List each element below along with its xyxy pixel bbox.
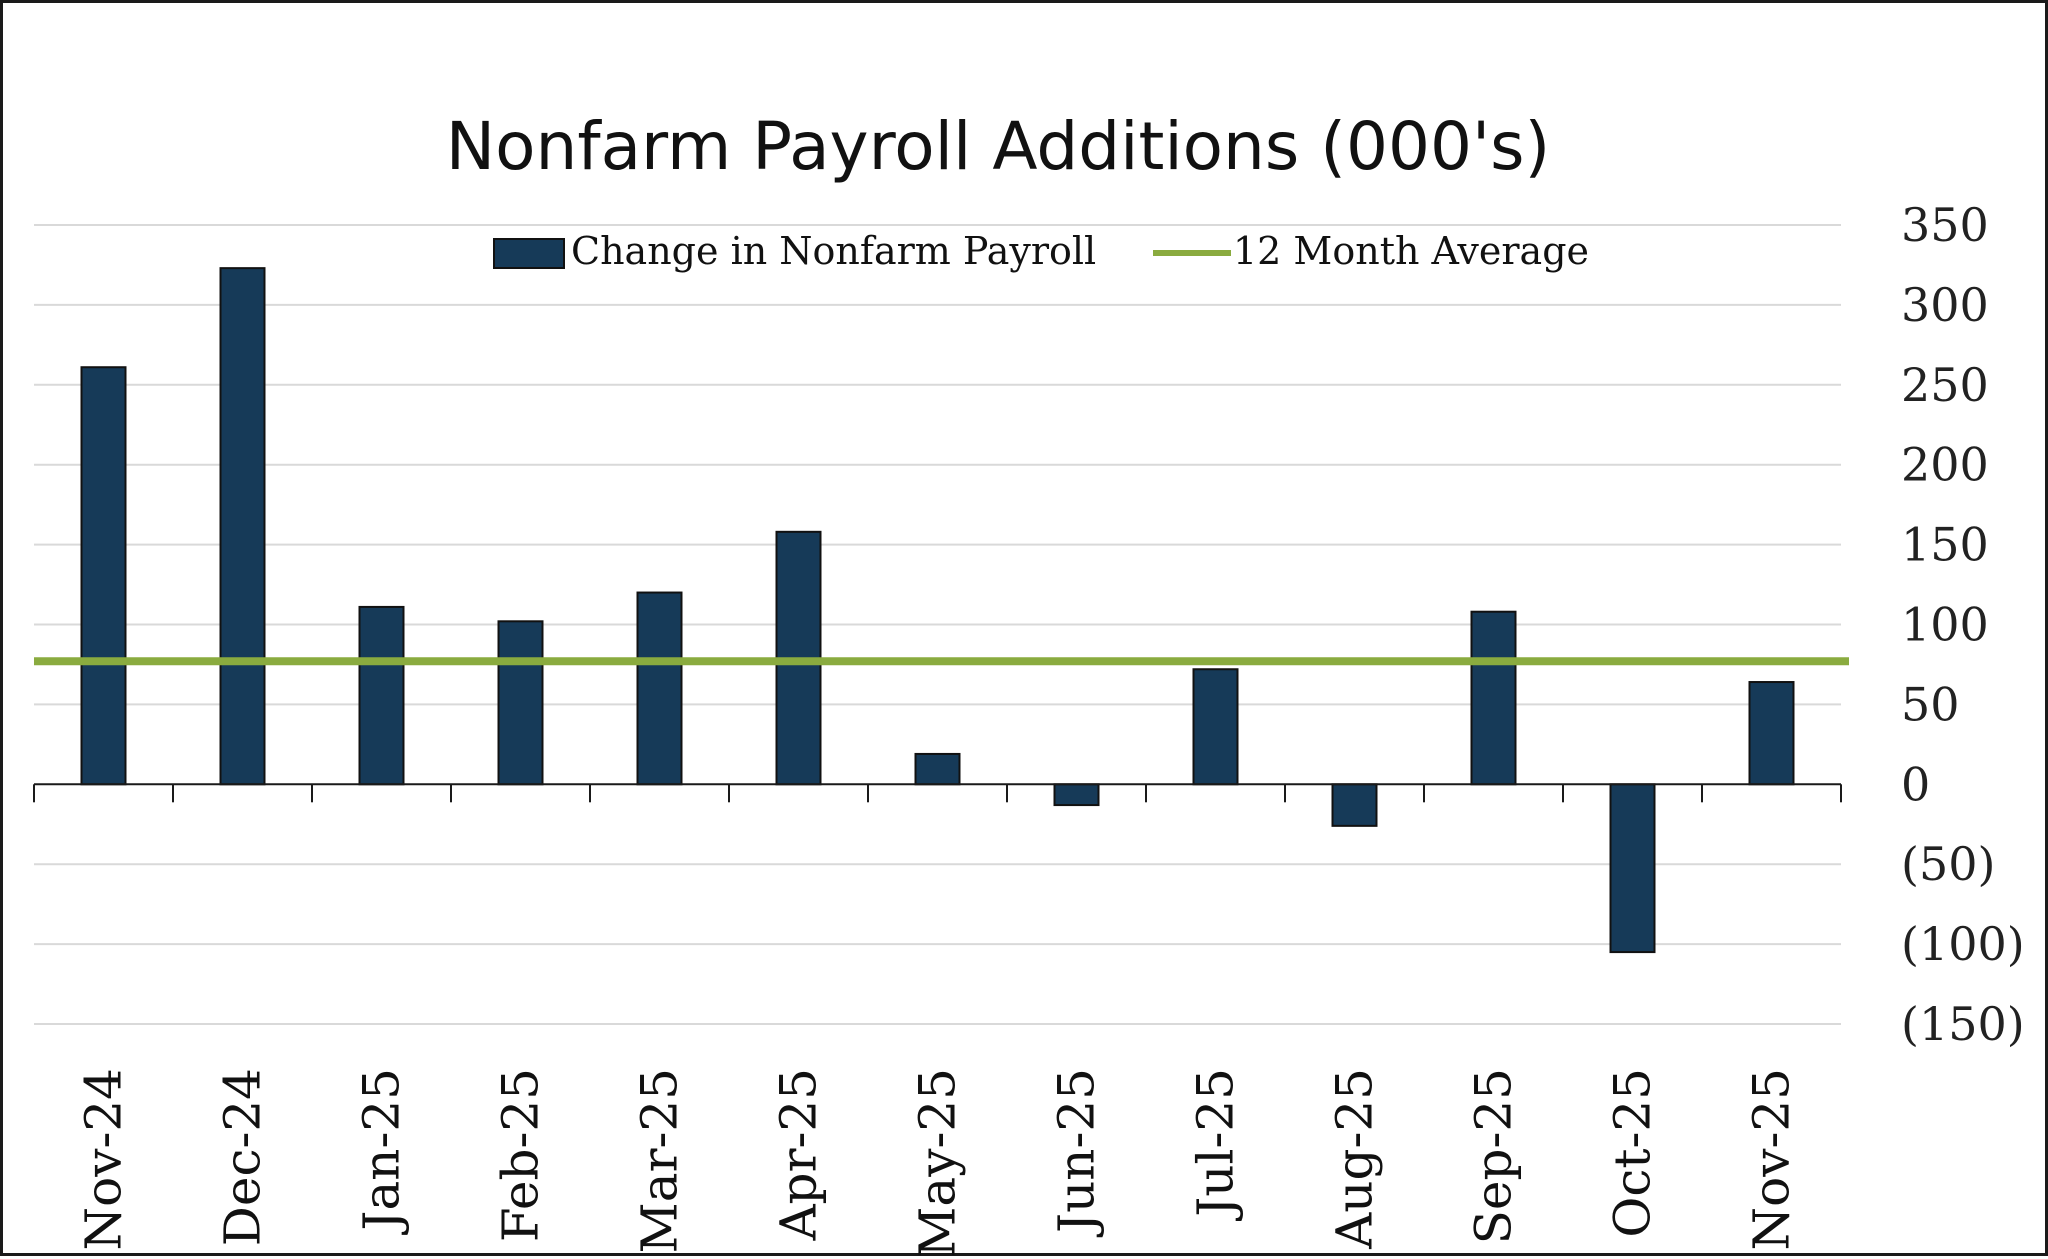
y-tick-label: (50)	[1901, 837, 1995, 891]
legend-label-line: 12 Month Average	[1233, 229, 1589, 273]
x-category-label: Mar-25	[631, 1068, 689, 1253]
y-tick-label: (100)	[1901, 917, 2025, 971]
x-category-label: May-25	[909, 1068, 967, 1258]
chart-title: Nonfarm Payroll Additions (000's)	[446, 108, 1550, 185]
bar-jul-25	[1192, 668, 1239, 786]
x-axis-category-labels: Nov-24 Dec-24 Jan-25 Feb-25 Mar-25 Apr-25 May-…	[75, 1068, 1801, 1258]
bar-may-25	[914, 752, 961, 786]
x-category-label: Sep-25	[1465, 1068, 1523, 1244]
y-tick-label: 100	[1901, 598, 1989, 652]
bar-jan-25	[358, 605, 405, 786]
y-tick-label: 150	[1901, 518, 1989, 572]
x-category-label: Nov-25	[1743, 1068, 1801, 1251]
gridlines	[34, 224, 1841, 1025]
legend: Change in Nonfarm Payroll 12 Month Avera…	[493, 229, 1589, 273]
y-tick-label: 50	[1901, 677, 1960, 731]
legend-swatch-bar	[493, 238, 565, 269]
bar-mar-25	[636, 591, 683, 786]
x-category-label: Jun-25	[1048, 1068, 1106, 1238]
x-axis	[33, 783, 1842, 803]
legend-label-bar: Change in Nonfarm Payroll	[571, 229, 1096, 273]
bar-sep-25	[1470, 610, 1517, 786]
x-category-label: Aug-25	[1326, 1068, 1384, 1250]
bar-jun-25	[1053, 783, 1100, 807]
bar-dec-24	[219, 267, 266, 786]
x-category-label: Feb-25	[492, 1068, 550, 1242]
x-category-label: Oct-25	[1604, 1068, 1662, 1238]
x-category-label: Dec-24	[214, 1068, 272, 1246]
bar-feb-25	[497, 620, 544, 786]
bar-aug-25	[1331, 783, 1378, 827]
y-tick-label: 0	[1901, 757, 1930, 811]
y-axis-tick-labels: 350 300 250 200 150 100 50 0 (50) (100) (150)	[1901, 198, 2025, 1051]
x-category-label: Jan-25	[353, 1068, 411, 1236]
y-tick-label: 350	[1901, 198, 1989, 252]
x-category-label: Nov-24	[75, 1068, 133, 1251]
x-category-label: Jul-25	[1187, 1068, 1245, 1222]
bar-nov-24	[80, 366, 127, 786]
bar-oct-25	[1609, 783, 1656, 954]
y-tick-label: 200	[1901, 438, 1989, 492]
x-category-label: Apr-25	[770, 1068, 828, 1242]
payroll-chart: 350 300 250 200 150 100 50 0 (50) (100) (150) Nov-…	[33, 108, 2025, 1258]
y-tick-label: (150)	[1901, 997, 2025, 1051]
y-tick-label: 250	[1901, 358, 1989, 412]
bar-nov-25	[1748, 681, 1795, 786]
y-tick-label: 300	[1901, 278, 1989, 332]
bars	[80, 267, 1795, 954]
